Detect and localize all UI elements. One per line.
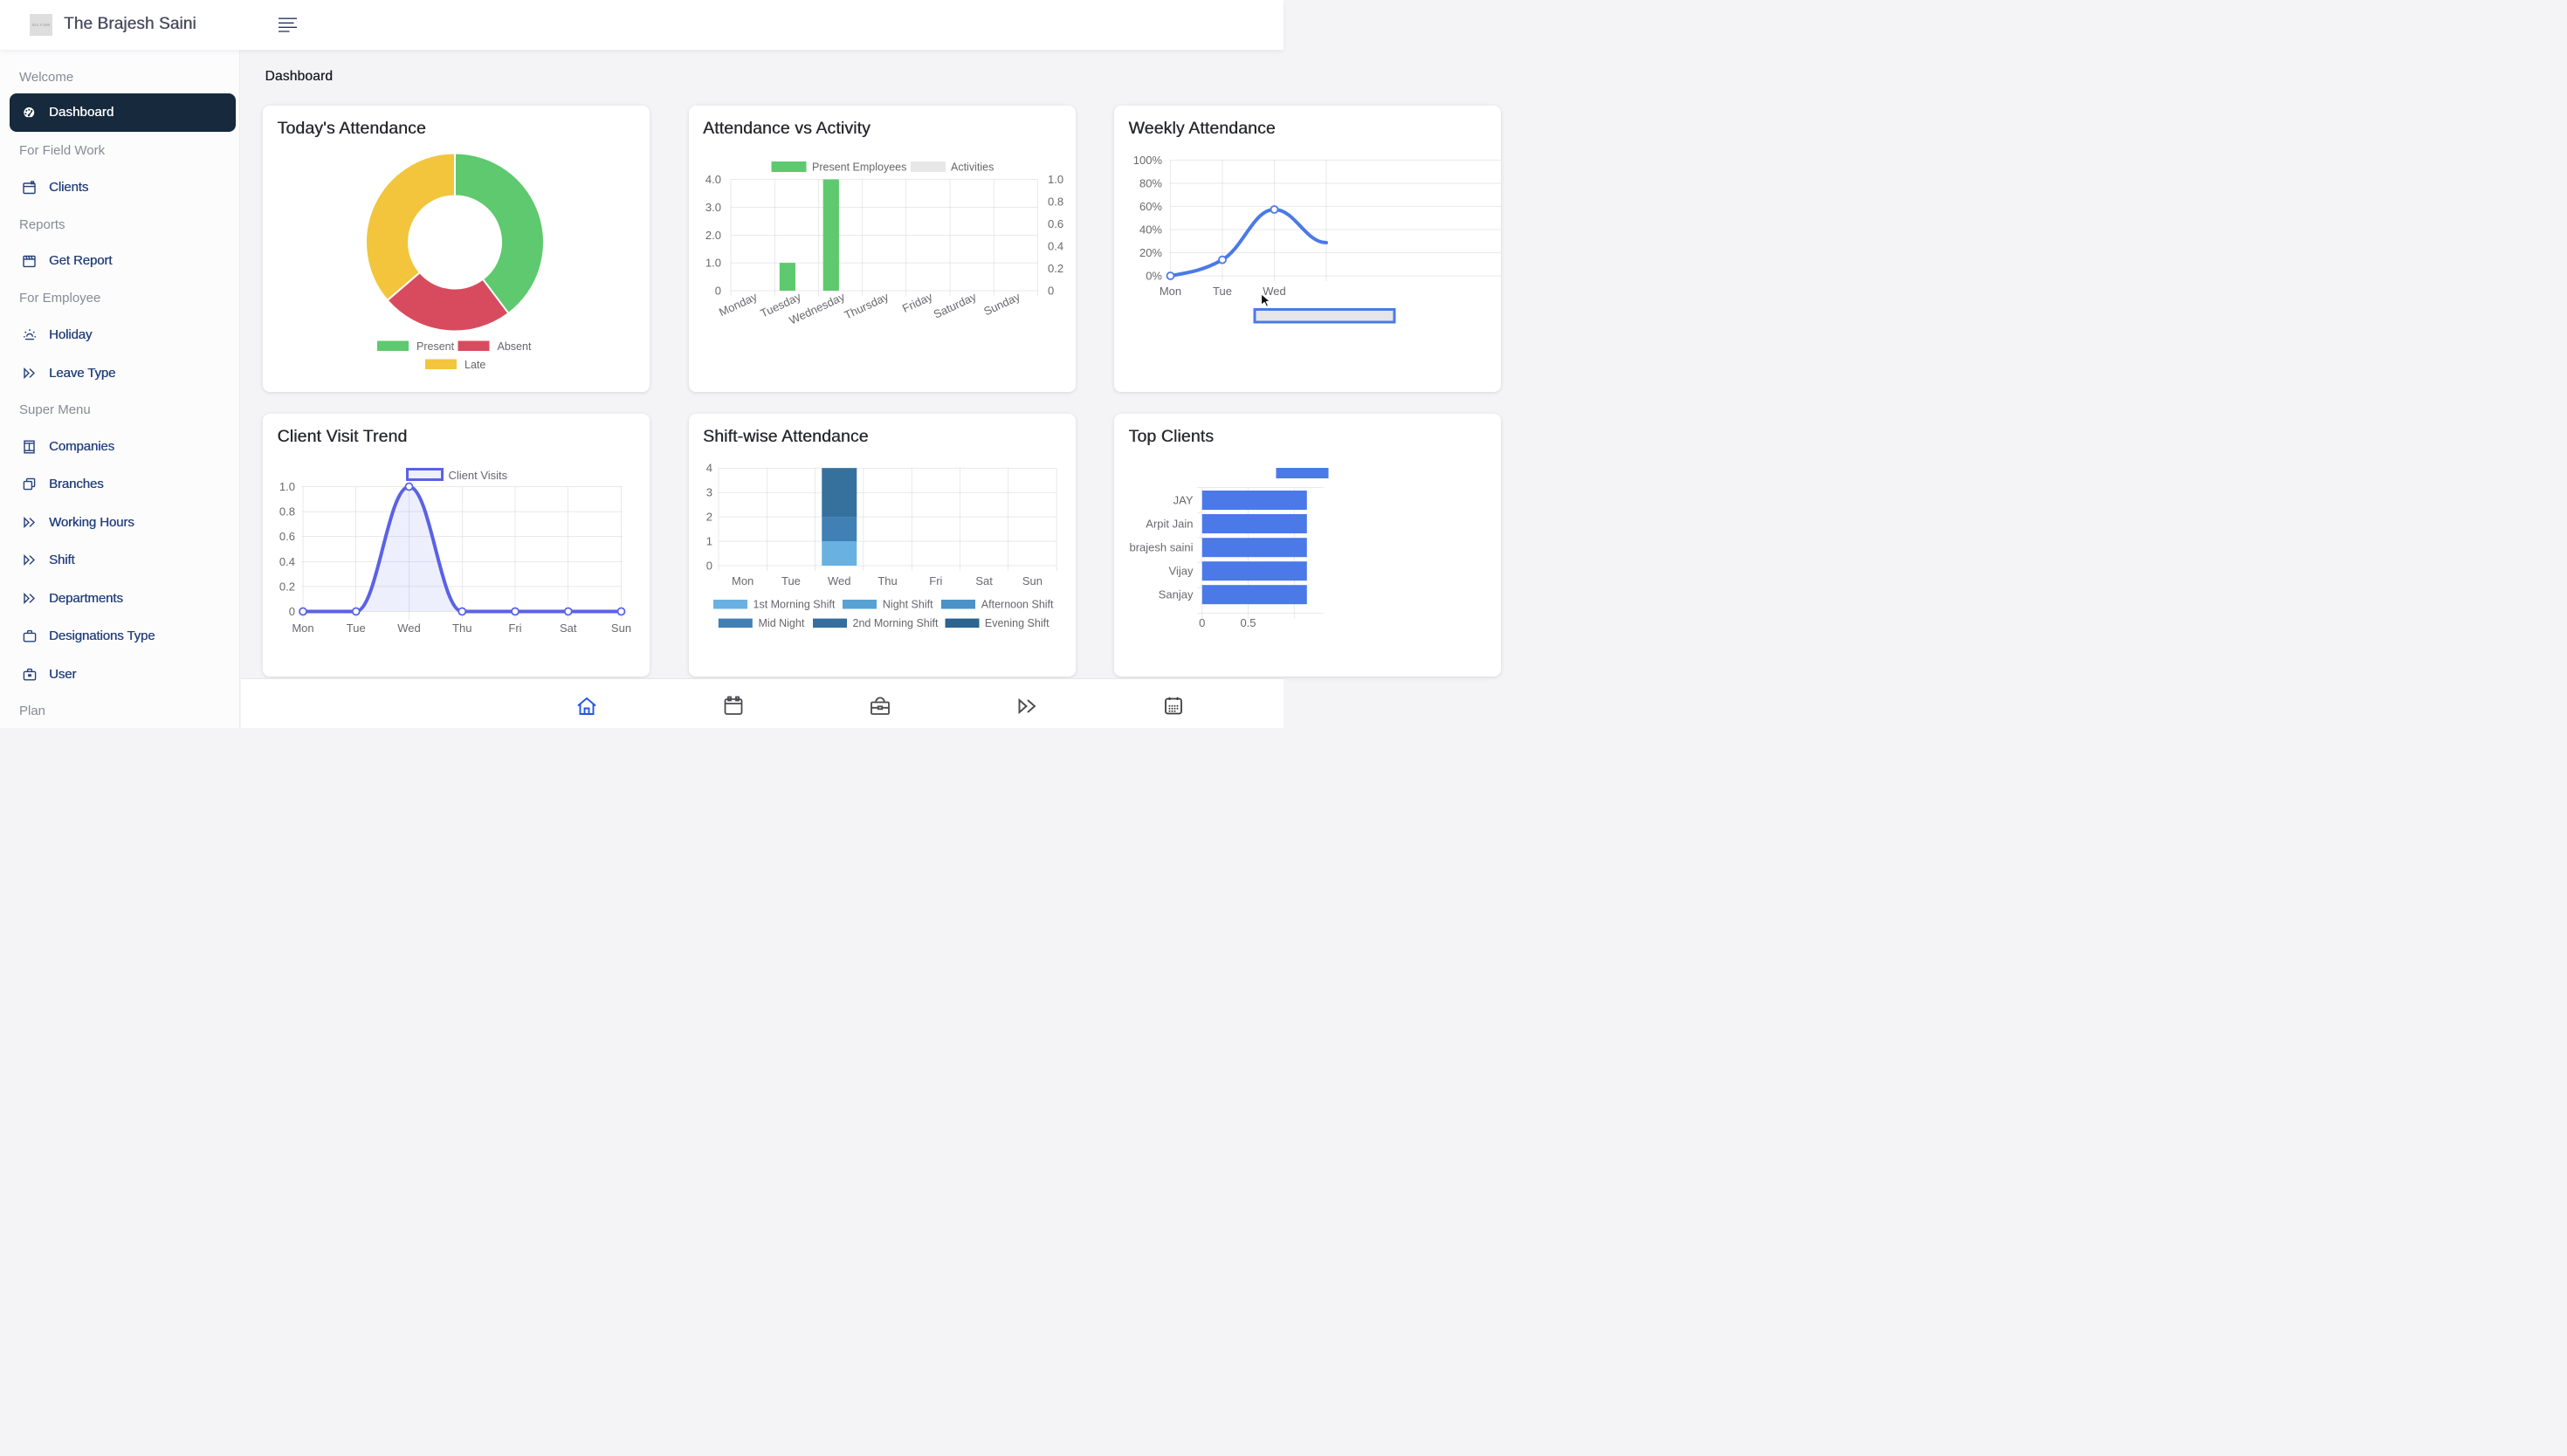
svg-text:100%: 100%	[1133, 154, 1163, 167]
svg-text:Sat: Sat	[975, 574, 993, 587]
svg-text:0%: 0%	[1146, 270, 1162, 283]
svg-text:2nd Morning Shift: 2nd Morning Shift	[852, 617, 939, 629]
svg-text:1: 1	[705, 534, 712, 547]
svg-text:1.0: 1.0	[279, 480, 295, 493]
svg-text:80%: 80%	[1139, 177, 1162, 190]
svg-text:Mon: Mon	[732, 574, 754, 587]
svg-text:Wed: Wed	[1263, 285, 1286, 298]
svg-text:Present: Present	[416, 340, 455, 353]
svg-text:Late: Late	[465, 359, 485, 371]
svg-text:3: 3	[705, 485, 712, 498]
svg-text:Evening Shift: Evening Shift	[984, 617, 1049, 629]
svg-text:JAY: JAY	[1173, 493, 1194, 506]
svg-text:Sanjay: Sanjay	[1159, 587, 1194, 601]
svg-text:0.2: 0.2	[279, 580, 295, 593]
svg-text:Client Visits: Client Visits	[449, 469, 508, 482]
svg-text:0.5: 0.5	[1240, 616, 1256, 629]
svg-text:1.0: 1.0	[1048, 173, 1063, 186]
svg-text:Monday: Monday	[717, 290, 760, 319]
svg-text:0: 0	[289, 605, 295, 618]
svg-text:Fri: Fri	[929, 574, 942, 587]
svg-text:0.8: 0.8	[279, 505, 295, 518]
svg-text:2: 2	[705, 510, 712, 523]
svg-text:Wed: Wed	[828, 574, 851, 587]
svg-text:Mon: Mon	[292, 622, 313, 635]
svg-text:Friday: Friday	[900, 290, 935, 315]
svg-text:Tue: Tue	[347, 622, 366, 635]
svg-text:60%: 60%	[1139, 200, 1162, 213]
svg-text:Vijay: Vijay	[1169, 564, 1194, 577]
svg-text:0.4: 0.4	[1048, 240, 1063, 253]
svg-text:Absent: Absent	[498, 340, 532, 353]
svg-text:1.0: 1.0	[705, 257, 720, 270]
svg-text:Arpit Jain: Arpit Jain	[1146, 517, 1193, 530]
svg-text:Saturday: Saturday	[931, 290, 978, 321]
svg-text:Sun: Sun	[1022, 574, 1042, 587]
svg-text:brajesh saini: brajesh saini	[1130, 540, 1194, 553]
svg-text:Tue: Tue	[1213, 285, 1232, 298]
svg-text:1st Morning Shift: 1st Morning Shift	[753, 598, 835, 610]
svg-text:Thu: Thu	[877, 574, 897, 587]
svg-text:0.6: 0.6	[1048, 217, 1063, 230]
svg-text:0.8: 0.8	[1048, 196, 1063, 209]
svg-text:Thursday: Thursday	[842, 290, 891, 322]
svg-text:Wed: Wed	[397, 622, 421, 635]
svg-text:0.4: 0.4	[279, 554, 295, 567]
svg-text:Tue: Tue	[781, 574, 800, 587]
svg-text:Sunday: Sunday	[981, 290, 1022, 318]
svg-text:0.2: 0.2	[1048, 262, 1063, 275]
svg-text:Mon: Mon	[1160, 285, 1181, 298]
svg-text:Present Employees: Present Employees	[812, 161, 906, 174]
svg-text:3.0: 3.0	[705, 201, 720, 214]
svg-text:Mid Night: Mid Night	[758, 617, 804, 629]
svg-text:Fri: Fri	[508, 622, 521, 635]
svg-text:Sat: Sat	[560, 622, 577, 635]
svg-text:4.0: 4.0	[705, 173, 720, 186]
svg-text:2.0: 2.0	[705, 229, 720, 242]
svg-text:0: 0	[705, 559, 712, 572]
svg-text:Afternoon Shift: Afternoon Shift	[981, 598, 1053, 610]
svg-text:Sun: Sun	[611, 622, 631, 635]
svg-text:4: 4	[705, 461, 712, 474]
svg-text:0: 0	[714, 285, 720, 298]
svg-text:0: 0	[1199, 616, 1205, 629]
svg-text:Night Shift: Night Shift	[882, 598, 933, 610]
svg-text:Activities: Activities	[951, 161, 994, 174]
svg-text:0: 0	[1048, 285, 1054, 298]
svg-text:Thu: Thu	[452, 622, 471, 635]
svg-text:0.6: 0.6	[279, 530, 295, 543]
svg-text:40%: 40%	[1139, 223, 1162, 237]
svg-text:20%: 20%	[1139, 246, 1162, 259]
